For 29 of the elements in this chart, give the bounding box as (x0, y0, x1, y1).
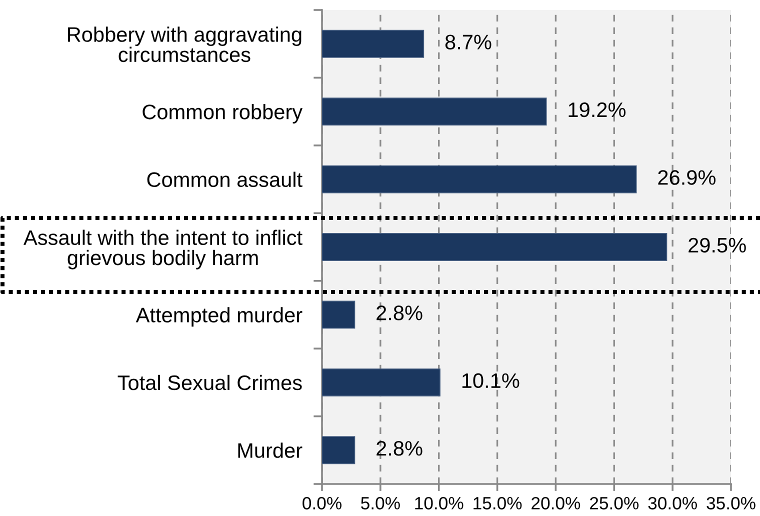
y-tick-label: Total Sexual Crimes (118, 374, 302, 390)
data-label: 10.1% (462, 373, 520, 388)
bar (322, 300, 356, 329)
data-label: 29.5% (688, 238, 746, 253)
y-tick-label: Common robbery (142, 104, 303, 124)
x-tick-label: 25.0% (590, 496, 639, 510)
bar (322, 436, 356, 464)
x-tick-label: 15.0% (474, 496, 522, 510)
y-tick-label: Assault with the intent to inflict grievous bodily harm (24, 230, 302, 270)
x-tick-label: 10.0% (415, 496, 464, 510)
bar (322, 30, 424, 58)
x-tick-label: 35.0% (706, 496, 756, 510)
bar (322, 368, 440, 396)
x-tick-label: 30.0% (648, 496, 697, 510)
x-tick-label: 0.0% (302, 496, 342, 510)
bar (322, 98, 547, 126)
data-label: 8.7% (445, 34, 492, 50)
x-tick-label: 20.0% (532, 496, 580, 510)
data-label: 2.8% (376, 440, 422, 456)
x-tick-label: 5.0% (361, 496, 400, 510)
data-label: 26.9% (658, 170, 716, 185)
bar (322, 165, 637, 194)
y-tick-label: Attempted murder (136, 307, 302, 327)
y-tick-label: Common assault (147, 172, 302, 188)
data-label: 19.2% (568, 102, 626, 118)
y-tick-label: Robbery with aggravating circumstances (68, 26, 302, 62)
y-tick-label: Murder (238, 442, 302, 458)
bar (322, 233, 668, 261)
data-label: 2.8% (376, 306, 422, 320)
